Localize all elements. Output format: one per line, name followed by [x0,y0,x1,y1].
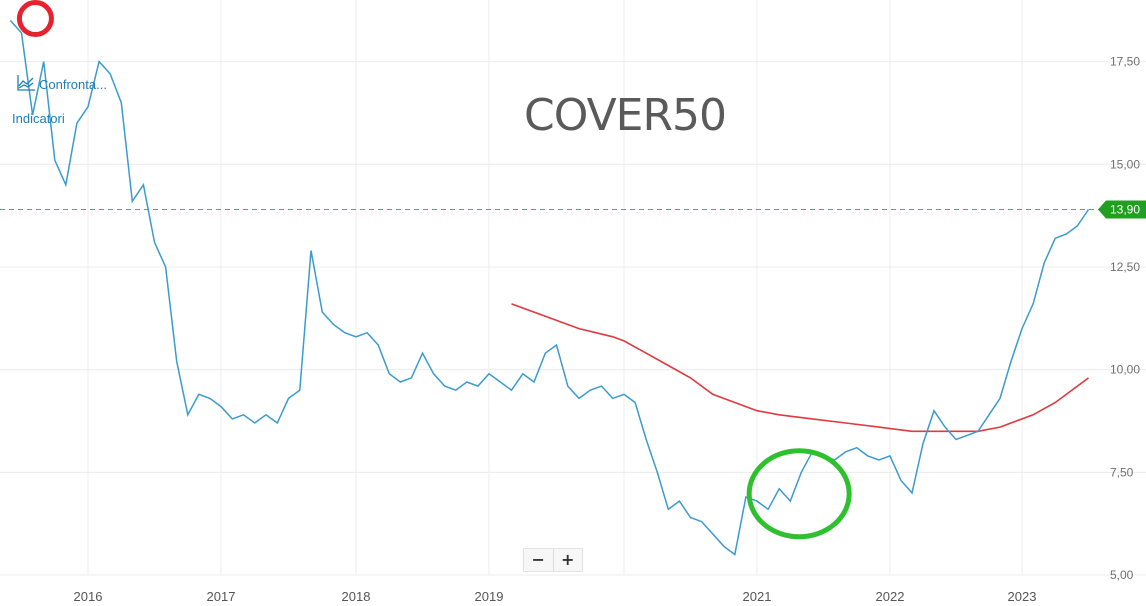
last-value-label: 13,90 [1110,202,1140,216]
watermark: COVER50 [524,90,726,141]
y-tick-label: 15,00 [1110,157,1140,171]
x-tick-label: 2017 [207,589,236,604]
price-line [9,19,1090,556]
grid-lines [0,0,1146,576]
y-tick-label: 7,50 [1110,465,1134,479]
indicators-button[interactable]: Indicatori [12,111,65,126]
y-tick-label: 10,00 [1110,363,1140,377]
x-tick-label: 2023 [1008,589,1037,604]
compare-label: Confronta... [39,77,107,92]
x-tick-label: 2016 [74,589,103,604]
y-axis-labels: 5,00 7,50 10,00 12,50 15,00 17,50 [1110,55,1140,582]
y-tick-label: 5,00 [1110,568,1134,582]
last-value-badge-shape [1098,200,1146,219]
compare-button[interactable]: Confronta... [16,74,107,95]
zoom-in-button[interactable]: + [554,549,583,571]
zoom-controls: − + [523,548,583,572]
x-tick-label: 2019 [475,589,504,604]
x-axis-labels: 2016 2017 2018 2019 2021 2022 2023 [74,589,1037,604]
zoom-divider [552,549,554,571]
green-annotation-circle [746,448,852,540]
x-tick-label: 2022 [876,589,905,604]
compare-chart-icon [16,74,36,95]
moving-average-line [511,303,1089,433]
red-annotation-circle [16,0,54,38]
zoom-out-button[interactable]: − [524,549,553,571]
last-value-badge: 13,90 [1098,200,1146,219]
x-tick-label: 2021 [743,589,772,604]
x-tick-label: 2018 [342,589,371,604]
y-tick-label: 12,50 [1110,260,1140,274]
y-tick-label: 17,50 [1110,55,1140,69]
